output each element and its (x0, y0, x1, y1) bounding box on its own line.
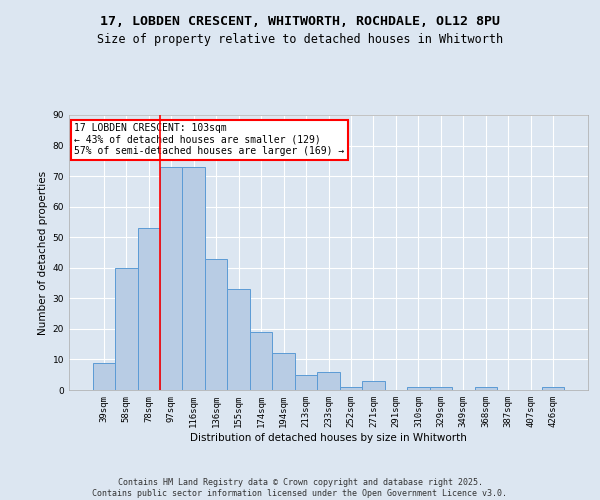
Bar (340, 387, 362, 390)
Bar (227, 289, 250, 390)
Bar (115, 268, 137, 390)
Text: 17 LOBDEN CRESCENT: 103sqm
← 43% of detached houses are smaller (129)
57% of sem: 17 LOBDEN CRESCENT: 103sqm ← 43% of deta… (74, 123, 344, 156)
Text: Size of property relative to detached houses in Whitworth: Size of property relative to detached ho… (97, 32, 503, 46)
X-axis label: Distribution of detached houses by size in Whitworth: Distribution of detached houses by size … (190, 432, 467, 442)
Bar (295, 374, 317, 390)
Bar (182, 167, 205, 390)
Text: 17, LOBDEN CRESCENT, WHITWORTH, ROCHDALE, OL12 8PU: 17, LOBDEN CRESCENT, WHITWORTH, ROCHDALE… (100, 15, 500, 28)
Bar (430, 387, 452, 390)
Bar (317, 372, 340, 390)
Bar (250, 332, 272, 390)
Bar (475, 387, 497, 390)
Bar (272, 354, 295, 390)
Bar (92, 362, 115, 390)
Bar (362, 381, 385, 390)
Bar (542, 387, 565, 390)
Bar (160, 167, 182, 390)
Bar (407, 387, 430, 390)
Text: Contains HM Land Registry data © Crown copyright and database right 2025.
Contai: Contains HM Land Registry data © Crown c… (92, 478, 508, 498)
Bar (137, 228, 160, 390)
Y-axis label: Number of detached properties: Number of detached properties (38, 170, 49, 334)
Bar (205, 258, 227, 390)
